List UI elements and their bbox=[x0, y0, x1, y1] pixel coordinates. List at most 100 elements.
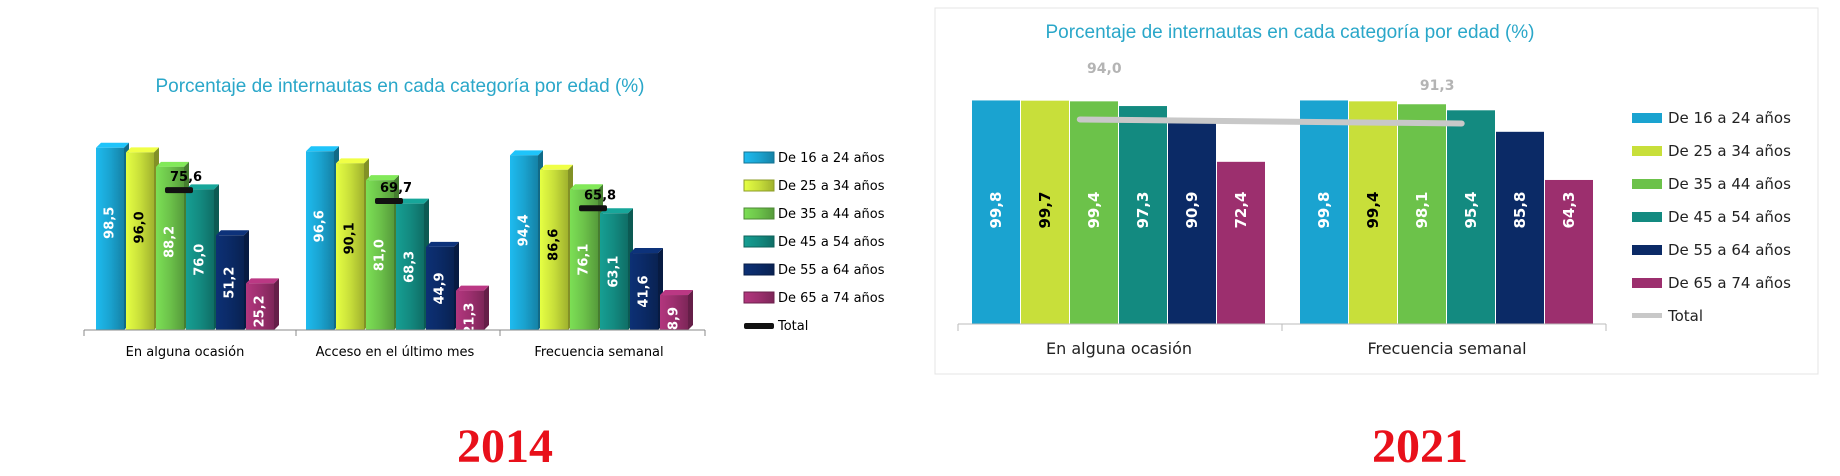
data-label: 76,1 bbox=[577, 244, 592, 276]
bar-top bbox=[366, 175, 399, 181]
bar bbox=[1349, 101, 1397, 325]
bar bbox=[1021, 100, 1069, 324]
data-label: 81,0 bbox=[373, 239, 388, 271]
bar bbox=[600, 213, 628, 330]
legend-label: De 45 a 54 años bbox=[1668, 208, 1791, 226]
bar bbox=[216, 235, 244, 330]
bar bbox=[126, 152, 154, 330]
data-label: 97,3 bbox=[1134, 191, 1152, 228]
data-label: 21,3 bbox=[463, 303, 478, 335]
bar bbox=[426, 246, 454, 330]
category-label: Acceso en el último mes bbox=[316, 345, 475, 360]
bar bbox=[1119, 106, 1167, 324]
data-label: 99,4 bbox=[1085, 191, 1103, 228]
data-label: 99,4 bbox=[1364, 191, 1382, 228]
legend-label: De 45 a 54 años bbox=[778, 235, 885, 250]
bar bbox=[366, 180, 394, 330]
total-label: 65,8 bbox=[584, 188, 616, 203]
data-label: 64,3 bbox=[1560, 191, 1578, 228]
total-label: 69,7 bbox=[380, 181, 412, 196]
bar bbox=[1300, 100, 1348, 324]
bar bbox=[456, 290, 484, 330]
bar-top bbox=[186, 184, 219, 190]
data-label: 99,8 bbox=[1315, 191, 1333, 228]
legend-label: De 25 a 34 años bbox=[778, 179, 885, 194]
total-line bbox=[1076, 116, 1465, 127]
legend-swatch bbox=[743, 207, 775, 220]
data-label: 90,1 bbox=[343, 222, 358, 254]
bar bbox=[660, 295, 688, 330]
chart-2021-title: Porcentaje de internautas en cada catego… bbox=[1045, 22, 1534, 43]
data-label: 98,5 bbox=[103, 207, 118, 239]
total-label: 91,3 bbox=[1420, 78, 1455, 94]
legend-swatch bbox=[1632, 313, 1662, 318]
data-label: 86,6 bbox=[547, 229, 562, 261]
legend-label: Total bbox=[1667, 307, 1703, 325]
total-marker bbox=[165, 187, 193, 194]
bar-top bbox=[540, 164, 573, 170]
legend-label: De 65 a 74 años bbox=[778, 291, 885, 306]
bar bbox=[156, 166, 184, 330]
category-label: Frecuencia semanal bbox=[1367, 339, 1526, 358]
bar bbox=[336, 163, 364, 330]
data-label: 99,8 bbox=[987, 191, 1005, 228]
bar bbox=[630, 253, 658, 330]
legend-label: De 35 a 44 años bbox=[778, 207, 885, 222]
data-label: 85,8 bbox=[1511, 191, 1529, 228]
bar-top bbox=[216, 230, 249, 236]
chart-2014-title: Porcentaje de internautas en cada catego… bbox=[155, 76, 644, 97]
data-label: 25,2 bbox=[253, 295, 268, 327]
bar-top bbox=[660, 290, 693, 296]
legend-swatch bbox=[744, 323, 774, 329]
bar-top bbox=[630, 248, 663, 254]
data-label: 88,2 bbox=[163, 226, 178, 258]
bar-top bbox=[510, 150, 543, 156]
legend-swatch bbox=[1632, 113, 1662, 123]
data-label: 90,9 bbox=[1183, 191, 1201, 228]
data-label: 94,4 bbox=[517, 214, 532, 246]
legend-label: Total bbox=[777, 319, 808, 334]
bar-top bbox=[336, 158, 369, 164]
bar bbox=[510, 155, 538, 330]
bar bbox=[96, 147, 124, 330]
legend-label: De 25 a 34 años bbox=[1668, 142, 1791, 160]
data-label: 44,9 bbox=[433, 272, 448, 304]
data-label: 41,6 bbox=[637, 275, 652, 307]
data-label: 76,0 bbox=[193, 244, 208, 276]
legend-swatch bbox=[1632, 278, 1662, 288]
bar bbox=[246, 283, 274, 330]
data-label: 18,9 bbox=[667, 307, 682, 339]
bar bbox=[1217, 161, 1265, 324]
legend-label: De 65 a 74 años bbox=[1668, 274, 1791, 292]
bar-top bbox=[426, 241, 459, 247]
bar bbox=[1398, 104, 1446, 324]
bar-top bbox=[600, 208, 633, 214]
bar bbox=[570, 189, 598, 330]
legend-swatch bbox=[1632, 179, 1662, 189]
total-marker bbox=[579, 205, 607, 212]
bar-top bbox=[396, 198, 429, 204]
bar-side bbox=[484, 285, 489, 330]
bar bbox=[1168, 120, 1216, 324]
bar bbox=[1496, 131, 1544, 324]
legend-swatch bbox=[1632, 146, 1662, 156]
data-label: 96,0 bbox=[133, 211, 148, 243]
data-label: 68,3 bbox=[403, 251, 418, 283]
bar-top bbox=[96, 142, 129, 148]
data-label: 96,6 bbox=[313, 210, 328, 242]
chart-2021-caption: 2021 bbox=[1372, 420, 1468, 473]
legend-swatch bbox=[1632, 245, 1662, 255]
data-label: 63,1 bbox=[607, 256, 622, 288]
bar-top bbox=[156, 161, 189, 167]
bar bbox=[396, 203, 424, 330]
category-label: En alguna ocasión bbox=[126, 345, 245, 360]
bar bbox=[1447, 110, 1495, 324]
data-label: 51,2 bbox=[223, 267, 238, 299]
legend-label: De 55 a 64 años bbox=[778, 263, 885, 278]
data-label: 98,1 bbox=[1413, 191, 1431, 228]
bar bbox=[540, 169, 568, 330]
total-marker bbox=[375, 198, 403, 205]
bar-top bbox=[126, 147, 159, 153]
bar bbox=[1070, 101, 1118, 325]
